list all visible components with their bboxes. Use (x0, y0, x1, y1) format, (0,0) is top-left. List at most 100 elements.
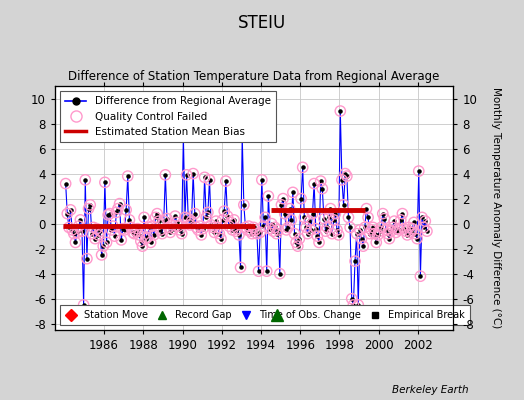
Point (299, 164, 307, 170)
Point (290, 230, 299, 237)
Point (78, 228, 86, 234)
Point (263, 268, 271, 274)
Point (347, 296, 356, 302)
Point (346, 224, 354, 230)
Point (194, 227, 202, 233)
Point (91, 236, 99, 242)
Point (351, 258, 359, 264)
Point (302, 224, 310, 230)
Point (199, 226, 207, 232)
Point (125, 217, 134, 223)
Point (99, 243, 107, 249)
Point (397, 217, 405, 223)
Point (367, 227, 376, 233)
Point (401, 228, 410, 234)
Point (78, 228, 86, 234)
Point (230, 217, 238, 223)
Point (147, 239, 155, 246)
Point (284, 224, 292, 230)
Point (382, 227, 390, 233)
Point (293, 243, 302, 249)
Point (245, 223, 253, 229)
Point (411, 230, 420, 237)
Point (187, 218, 195, 224)
Point (150, 232, 158, 238)
Point (171, 213, 179, 219)
Point (128, 229, 137, 236)
Point (212, 218, 220, 224)
Point (68, 227, 77, 233)
Point (380, 216, 389, 222)
Point (388, 224, 397, 230)
Point (349, 302, 357, 308)
Point (70, 230, 78, 237)
Point (264, 193, 272, 199)
Point (407, 229, 415, 236)
Point (391, 229, 400, 236)
Point (351, 258, 359, 264)
Point (156, 227, 165, 233)
Point (397, 217, 405, 223)
Point (235, 232, 243, 238)
Point (145, 224, 153, 230)
Point (140, 214, 148, 220)
Point (138, 243, 147, 249)
Point (400, 226, 408, 232)
Point (182, 172, 191, 178)
Point (239, 202, 248, 208)
Point (204, 209, 212, 216)
Point (81, 177, 90, 183)
Point (135, 232, 144, 238)
Point (261, 214, 269, 220)
Point (225, 223, 233, 229)
Point (140, 214, 148, 220)
Point (398, 210, 407, 217)
Point (61, 180, 70, 187)
Point (377, 224, 385, 230)
Point (195, 223, 204, 229)
Point (181, 214, 189, 220)
Point (118, 226, 127, 232)
Point (223, 213, 232, 219)
Point (316, 178, 325, 184)
Point (292, 239, 300, 246)
Point (163, 216, 171, 222)
Point (347, 296, 356, 302)
Point (155, 218, 163, 224)
Point (80, 302, 88, 308)
Point (99, 243, 107, 249)
Point (370, 230, 379, 237)
Point (141, 236, 150, 242)
Point (189, 170, 198, 177)
Point (357, 236, 366, 242)
Point (88, 230, 96, 237)
Point (168, 222, 176, 228)
Point (200, 174, 209, 180)
Point (106, 210, 114, 217)
Point (359, 243, 367, 249)
Point (236, 264, 245, 271)
Legend: Station Move, Record Gap, Time of Obs. Change, Empirical Break: Station Move, Record Gap, Time of Obs. C… (60, 306, 470, 325)
Point (297, 196, 305, 202)
Point (76, 217, 84, 223)
Point (256, 229, 265, 236)
Point (174, 223, 183, 229)
Point (277, 202, 286, 208)
Point (346, 224, 354, 230)
Point (302, 224, 310, 230)
Point (65, 224, 73, 230)
Point (191, 210, 199, 217)
Point (121, 227, 129, 233)
Point (223, 213, 232, 219)
Point (88, 230, 96, 237)
Point (61, 180, 70, 187)
Point (343, 173, 351, 179)
Point (209, 224, 217, 230)
Point (166, 229, 174, 236)
Point (169, 226, 178, 232)
Point (341, 170, 350, 177)
Point (68, 227, 77, 233)
Point (121, 227, 129, 233)
Point (403, 232, 411, 238)
Point (308, 210, 316, 217)
